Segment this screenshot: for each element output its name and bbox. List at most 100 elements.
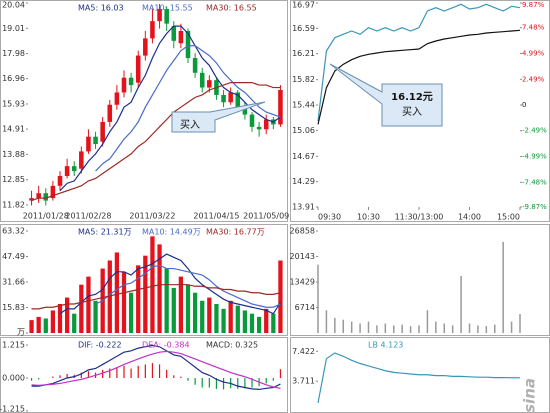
bar (86, 276, 91, 333)
candle-body (64, 166, 70, 177)
bar (384, 323, 387, 333)
annotation-text: 买入 (180, 119, 200, 131)
bar (249, 313, 255, 333)
bar (426, 310, 429, 333)
x-tick-label: 2011/04/15 (193, 212, 239, 221)
bar (136, 265, 141, 333)
x-tick-label: 2011/03/22 (129, 212, 175, 221)
x-tick-label: 2011/02/28 (65, 212, 111, 221)
candle-body (143, 38, 148, 56)
bar (187, 378, 189, 381)
callout (329, 63, 443, 127)
y-tick-label: 3.711 (292, 377, 315, 386)
y-tick-label: 15.06 (292, 126, 315, 135)
bar (185, 284, 191, 333)
candle-body (256, 126, 262, 130)
bar (237, 378, 239, 389)
series-line (95, 45, 281, 172)
bar (143, 255, 148, 333)
bar (93, 300, 98, 333)
callout (171, 101, 266, 133)
bar (102, 369, 104, 378)
panel-frame (0, 224, 288, 336)
bar (460, 276, 462, 333)
series-line (31, 344, 281, 391)
bar (201, 378, 203, 388)
y-tick-label: 6714 (295, 303, 315, 312)
annotation: 买入 (171, 101, 266, 133)
bar (52, 376, 54, 378)
bar (334, 317, 336, 333)
bar (29, 320, 34, 333)
y2-tick-label: 2.49% (522, 75, 545, 83)
bar (157, 244, 162, 333)
legend-entry: DEA: -0.384 (142, 341, 190, 350)
bar (207, 297, 212, 333)
bar (342, 319, 344, 333)
bar (123, 365, 125, 378)
candle-body (171, 26, 177, 41)
legend-entry: DIF: -0.222 (78, 341, 122, 350)
y-tick-label: 16.96 (2, 74, 25, 83)
candle-body (185, 31, 191, 59)
bar (485, 326, 488, 333)
bar (208, 378, 210, 388)
bar (222, 378, 225, 390)
candle-body (221, 94, 226, 103)
y2-tick-label: 9.87% (522, 1, 545, 9)
x-tick-label: 14:00 (458, 213, 481, 222)
candle-body (263, 119, 269, 130)
watermark: sina (521, 378, 539, 413)
bar (171, 287, 176, 333)
candle-body (242, 107, 248, 115)
y-tick-label: 19.01 (2, 24, 25, 33)
candle-body (100, 121, 105, 142)
bar (166, 369, 168, 378)
series-line (31, 82, 281, 202)
bar (43, 318, 48, 333)
candle-body (93, 136, 98, 145)
bar (367, 321, 370, 333)
bar (519, 314, 521, 333)
bar (150, 236, 155, 333)
bar (121, 271, 127, 333)
y-tick-label: 1.215 (2, 341, 25, 350)
bar (64, 297, 70, 333)
bar (242, 310, 248, 333)
series-line (59, 253, 281, 315)
candle-body (135, 55, 141, 83)
candle-body (29, 198, 34, 201)
candle-body (249, 114, 255, 127)
panel-frame (0, 0, 288, 222)
bar (128, 292, 134, 333)
bar (235, 305, 240, 333)
bar (279, 369, 282, 378)
bar (50, 310, 56, 333)
legend-entry: MA5: 16.03 (78, 4, 124, 13)
bar (180, 376, 182, 378)
candle-body (57, 176, 63, 186)
y-tick-label: 13.88 (2, 150, 25, 159)
y-tick-label: 20143 (290, 252, 315, 261)
bar (214, 304, 219, 333)
y-tick-label: 14.29 (292, 177, 315, 186)
y-tick-label: 63.32 (2, 227, 25, 236)
bar (435, 321, 437, 333)
candle-body (114, 92, 120, 105)
bar (178, 276, 184, 333)
bar (107, 260, 112, 333)
bar (30, 378, 33, 381)
legend-entry: MACD: 0.325 (206, 341, 258, 350)
bar (264, 308, 269, 333)
bar (256, 316, 262, 333)
candle-body (36, 193, 41, 199)
y-tick-label: 16.59 (292, 24, 315, 33)
annotation-text: 买入 (402, 106, 422, 118)
y-tick-label: -1.215 (0, 405, 25, 413)
y2-tick-label: 0 (522, 101, 526, 109)
bar (192, 292, 198, 333)
candle-body (178, 31, 184, 44)
x-tick-label: 15:00 (497, 213, 520, 222)
y-tick-label: 15.82 (292, 75, 315, 84)
